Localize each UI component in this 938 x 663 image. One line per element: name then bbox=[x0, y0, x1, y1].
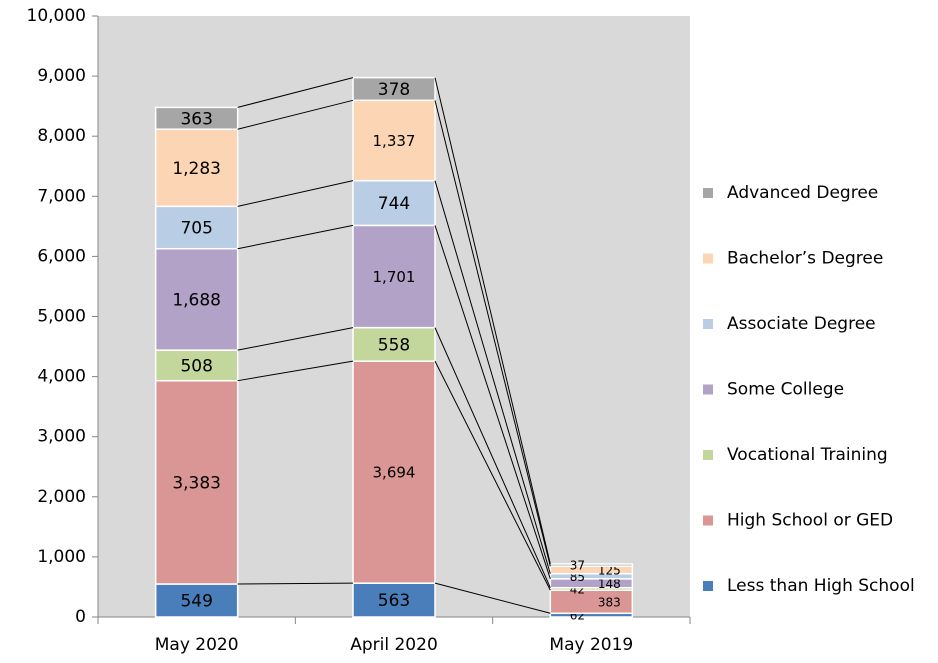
y-tick-label: 5,000 bbox=[37, 307, 86, 327]
legend-swatch bbox=[703, 253, 713, 264]
series-line bbox=[237, 224, 354, 250]
bar-segment bbox=[154, 247, 239, 351]
legend-label: Vocational Training bbox=[727, 445, 888, 465]
data-label: 37 bbox=[570, 559, 585, 573]
legend-swatch bbox=[703, 450, 713, 460]
legend-swatch bbox=[703, 188, 713, 198]
y-tick-label: 2,000 bbox=[37, 487, 86, 507]
y-tick-label: 4,000 bbox=[37, 367, 86, 387]
bar-segment bbox=[352, 224, 436, 329]
legend-label: Advanced Degree bbox=[727, 183, 878, 203]
legend-swatch bbox=[703, 581, 713, 591]
data-label: 125 bbox=[598, 563, 621, 577]
legend-label: Less than High School bbox=[727, 576, 915, 596]
legend-label: Some College bbox=[727, 380, 844, 400]
data-label: 1,701 bbox=[373, 268, 416, 286]
data-label: 549 bbox=[180, 592, 212, 612]
data-label: 558 bbox=[378, 335, 410, 355]
y-tick-label: 1,000 bbox=[37, 547, 86, 567]
series-line bbox=[434, 360, 551, 591]
series-line bbox=[434, 100, 551, 567]
series-line bbox=[434, 225, 551, 579]
legend-label: High School or GED bbox=[727, 511, 893, 531]
x-tick-label: April 2020 bbox=[350, 635, 438, 655]
data-label: 3,383 bbox=[172, 473, 221, 493]
data-label: 148 bbox=[598, 577, 621, 591]
x-tick-label: May 2019 bbox=[549, 635, 633, 655]
bar-segment bbox=[154, 583, 239, 618]
bar-segment bbox=[352, 326, 436, 362]
y-tick-label: 8,000 bbox=[37, 126, 86, 146]
legend-swatch bbox=[703, 384, 713, 395]
legend-swatch bbox=[703, 319, 713, 329]
bar-segment bbox=[154, 349, 239, 382]
bar-segment bbox=[154, 106, 239, 130]
series-line bbox=[237, 327, 354, 351]
series-line bbox=[434, 180, 551, 574]
y-tick-label: 6,000 bbox=[37, 246, 86, 266]
bar-segment bbox=[549, 563, 634, 567]
series-line bbox=[237, 77, 354, 108]
y-tick-label: 3,000 bbox=[37, 427, 86, 447]
series-line bbox=[434, 327, 551, 588]
data-label: 378 bbox=[378, 80, 410, 100]
series-line bbox=[237, 180, 354, 207]
bar-segment bbox=[154, 379, 239, 585]
series-line bbox=[237, 582, 354, 585]
data-label: 744 bbox=[378, 194, 410, 214]
legend-swatch bbox=[703, 515, 713, 526]
data-label: 508 bbox=[180, 356, 212, 376]
data-label: 363 bbox=[180, 109, 212, 129]
series-line bbox=[237, 99, 354, 130]
data-label: 3,694 bbox=[373, 464, 416, 482]
data-label: 705 bbox=[180, 219, 212, 239]
series-line bbox=[434, 582, 551, 614]
y-tick-label: 7,000 bbox=[37, 186, 86, 206]
bar-segment bbox=[154, 128, 239, 208]
legend-label: Associate Degree bbox=[727, 314, 876, 334]
y-tick-label: 0 bbox=[75, 607, 86, 627]
data-label: 563 bbox=[378, 591, 410, 611]
bar-segment bbox=[154, 205, 239, 250]
data-label: 1,688 bbox=[172, 290, 221, 310]
series-line bbox=[434, 77, 551, 565]
y-tick-label: 10,000 bbox=[27, 6, 86, 26]
data-label: 383 bbox=[598, 595, 621, 609]
x-tick-label: May 2020 bbox=[155, 635, 239, 655]
legend-label: Bachelor’s Degree bbox=[727, 249, 883, 269]
y-tick-label: 9,000 bbox=[37, 66, 86, 86]
bar-segment bbox=[352, 582, 436, 618]
bar-segment bbox=[352, 360, 436, 584]
series-line bbox=[237, 360, 354, 382]
bar-segment bbox=[352, 76, 436, 102]
data-label: 1,337 bbox=[373, 132, 416, 150]
data-label: 1,283 bbox=[172, 159, 221, 179]
